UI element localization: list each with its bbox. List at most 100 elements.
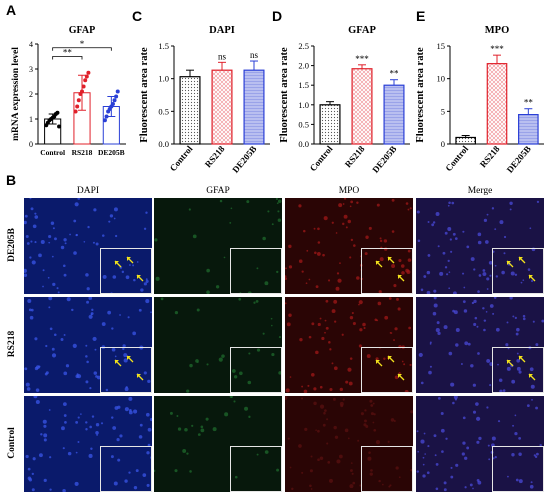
cell-dot: [509, 297, 513, 300]
data-point: [86, 70, 91, 75]
cell-dot: [518, 436, 522, 440]
cell-dot: [437, 397, 441, 400]
cell-dot: [447, 227, 452, 231]
cell-dot: [351, 311, 354, 315]
cell-dot: [56, 287, 59, 290]
cell-dot: [477, 290, 480, 293]
cell-dot: [43, 433, 48, 438]
cell-dot: [51, 353, 57, 358]
column-title-dapi: DAPI: [76, 186, 100, 196]
cell-dot: [494, 455, 497, 459]
cell-dot: [311, 322, 315, 326]
cell-dot: [332, 397, 336, 401]
cell-dot: [247, 380, 252, 385]
cell-dot: [498, 378, 503, 383]
cell-dot: [326, 418, 329, 421]
cell-dot: [34, 215, 39, 219]
cell-dot: [319, 404, 325, 409]
data-point: [110, 102, 115, 106]
cell-dot: [388, 485, 391, 488]
cell-dot: [146, 451, 150, 455]
cell-dot: [422, 456, 425, 459]
chart-title: MPO: [485, 25, 510, 36]
cell-dot: [67, 451, 72, 456]
cell-dot: [69, 233, 71, 236]
cell-dot: [339, 262, 341, 264]
cell-dot: [100, 422, 104, 425]
cell-dot: [358, 344, 362, 348]
cell-dot: [25, 454, 29, 459]
cell-dot: [503, 235, 507, 239]
zoom-inset: [361, 248, 413, 294]
cell-dot: [24, 214, 28, 218]
cell-dot: [233, 375, 238, 379]
cell-dot: [495, 327, 500, 332]
significance-label: ***: [490, 44, 504, 54]
cell-dot: [205, 417, 209, 421]
x-tick-label: DE205B: [230, 144, 258, 175]
cell-dot: [200, 428, 205, 433]
cell-dot: [301, 385, 304, 388]
cell-dot: [410, 410, 413, 414]
cell-dot: [113, 481, 118, 486]
cell-dot: [154, 238, 158, 242]
cell-dot: [298, 444, 302, 448]
cell-dot: [461, 452, 465, 456]
cell-dot: [53, 333, 57, 337]
cell-dot: [122, 344, 126, 348]
cell-dot: [447, 259, 450, 263]
cell-dot: [305, 282, 308, 285]
cell-dot: [482, 269, 486, 272]
cell-dot: [85, 355, 88, 358]
cell-dot: [327, 460, 331, 464]
cell-dot: [64, 420, 67, 424]
cell-dot: [256, 453, 259, 456]
zoom-inset: [361, 347, 413, 393]
cell-dot: [206, 290, 210, 294]
cell-dot: [435, 462, 439, 466]
cell-dot: [191, 424, 194, 427]
cell-dot: [331, 362, 334, 365]
cell-dot: [349, 357, 353, 360]
cell-dot: [372, 421, 375, 424]
cell-dot: [358, 303, 360, 306]
cell-dot: [531, 398, 533, 401]
row-label-de205b: DE205B: [7, 228, 17, 262]
cell-dot: [77, 440, 80, 443]
cell-dot: [514, 273, 518, 276]
cell-dot: [66, 297, 71, 302]
cell-dot: [433, 434, 437, 438]
bar-rs218: [351, 68, 373, 145]
data-point: [55, 110, 60, 115]
cell-dot: [315, 350, 319, 355]
cell-dot: [357, 439, 360, 442]
cell-dot: [462, 300, 466, 304]
cell-dot: [140, 288, 144, 292]
cell-dot: [90, 313, 93, 315]
cell-dot: [303, 229, 306, 233]
cell-dot: [188, 208, 191, 211]
cell-dot: [285, 388, 290, 393]
cell-dot: [452, 291, 457, 294]
cell-dot: [536, 200, 540, 204]
cell-dot: [334, 435, 339, 439]
cell-dot: [311, 373, 315, 377]
cell-dot: [27, 467, 31, 471]
cell-dot: [299, 337, 303, 342]
cell-dot: [189, 363, 193, 368]
cell-dot: [31, 472, 34, 476]
cell-dot: [396, 297, 399, 301]
cell-dot: [527, 268, 531, 271]
cell-dot: [174, 469, 178, 473]
cell-dot: [472, 487, 474, 490]
cell-dot: [422, 474, 426, 478]
cell-dot: [388, 297, 392, 300]
cell-dot: [264, 281, 269, 286]
cell-dot: [96, 375, 101, 380]
cell-dot: [486, 288, 489, 290]
cell-dot: [351, 472, 354, 475]
cell-dot: [197, 433, 201, 436]
cell-dot: [192, 234, 197, 239]
cell-dot: [473, 268, 476, 271]
cell-dot: [285, 275, 287, 278]
